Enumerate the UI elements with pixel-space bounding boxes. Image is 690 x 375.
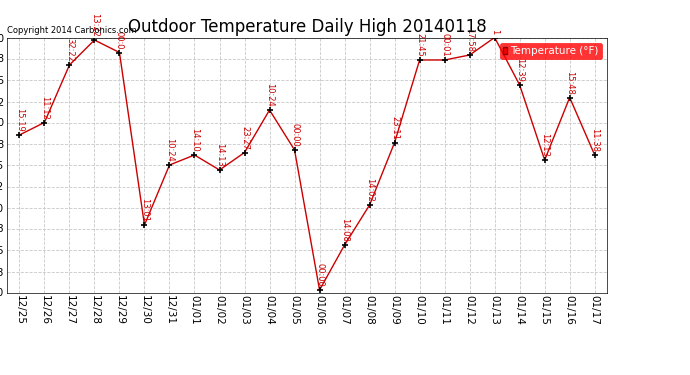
Text: 11:38: 11:38	[590, 128, 599, 152]
Text: 00:01: 00:01	[440, 33, 449, 57]
Text: 13:22: 13:22	[90, 13, 99, 37]
Text: 17:58: 17:58	[465, 28, 474, 52]
Text: 10:24: 10:24	[265, 84, 274, 107]
Text: 1: 1	[490, 30, 499, 35]
Text: 21:45: 21:45	[415, 33, 424, 57]
Text: 15:48: 15:48	[565, 71, 574, 95]
Text: 10:24: 10:24	[165, 138, 174, 162]
Text: 00:00: 00:00	[290, 123, 299, 147]
Text: 15:19: 15:19	[15, 108, 24, 132]
Text: 23:27: 23:27	[240, 126, 249, 150]
Text: 12:13: 12:13	[540, 134, 549, 157]
Text: Copyright 2014 Carbonics.com: Copyright 2014 Carbonics.com	[7, 26, 137, 35]
Text: 14:10: 14:10	[190, 129, 199, 152]
Text: 11:12: 11:12	[40, 96, 49, 120]
Text: 14:08: 14:08	[340, 218, 349, 242]
Text: 12:39: 12:39	[515, 58, 524, 82]
Text: 13:01: 13:01	[140, 198, 149, 222]
Text: 00:00: 00:00	[315, 264, 324, 287]
Text: 00:0: 00:0	[115, 31, 124, 50]
Text: 14:02: 14:02	[365, 178, 374, 202]
Text: 14:13: 14:13	[215, 143, 224, 167]
Title: Outdoor Temperature Daily High 20140118: Outdoor Temperature Daily High 20140118	[128, 18, 486, 36]
Text: 23:11: 23:11	[390, 116, 399, 140]
Legend: Temperature (°F): Temperature (°F)	[500, 43, 602, 59]
Text: 32:22: 32:22	[65, 38, 74, 62]
